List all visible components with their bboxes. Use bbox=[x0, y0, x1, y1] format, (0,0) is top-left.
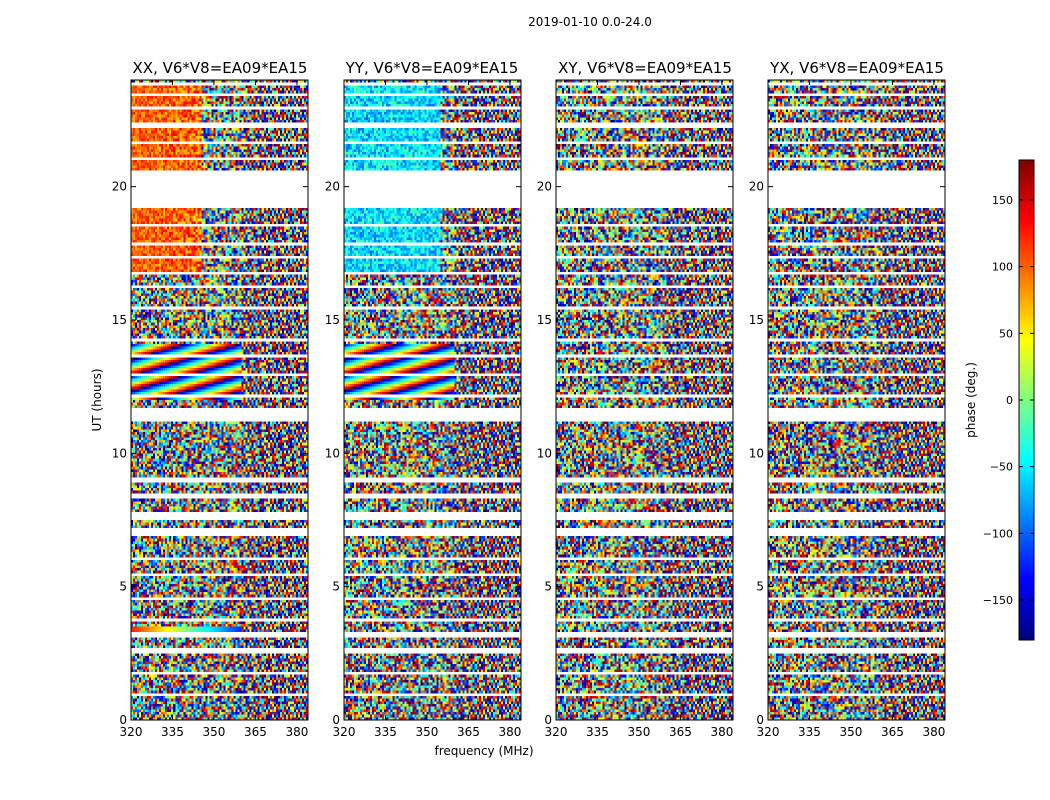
phase-waterfall-image bbox=[344, 80, 521, 720]
x-axis-label: frequency (MHz) bbox=[434, 744, 533, 758]
y-tick-label: 5 bbox=[756, 580, 764, 594]
colorbar-tick-label: 50 bbox=[999, 327, 1013, 340]
panel-yx: YX, V6*V8=EA09*EA15 320 335 350 365 380 0 5 10 1… bbox=[749, 59, 946, 739]
x-tick-label: 365 bbox=[457, 725, 480, 739]
y-tick-label: 15 bbox=[749, 313, 764, 327]
y-tick-label: 15 bbox=[325, 313, 340, 327]
y-axis-label: UT (hours) bbox=[90, 368, 104, 431]
x-tick-label: 335 bbox=[798, 725, 821, 739]
y-tick-label: 15 bbox=[112, 313, 127, 327]
x-tick-label: 320 bbox=[757, 725, 780, 739]
y-tick-label: 10 bbox=[749, 446, 764, 460]
panel-yy: YY, V6*V8=EA09*EA15 320 335 350 365 380 0 5 10 1… bbox=[325, 59, 522, 739]
x-tick-label: 350 bbox=[840, 725, 863, 739]
y-tick-label: 0 bbox=[544, 713, 552, 727]
x-tick-label: 350 bbox=[628, 725, 651, 739]
x-tick-label: 380 bbox=[922, 725, 945, 739]
panel-xy: XY, V6*V8=EA09*EA15 320 335 350 365 380 0 5 10 1… bbox=[537, 59, 734, 739]
y-tick-label: 5 bbox=[119, 580, 127, 594]
colorbar-tick-label: 0 bbox=[1006, 394, 1013, 407]
panel-frame bbox=[767, 79, 946, 721]
colorbar-label: phase (deg.) bbox=[964, 362, 978, 438]
y-tick-label: 15 bbox=[537, 313, 552, 327]
panel-title-xy: XY, V6*V8=EA09*EA15 bbox=[558, 59, 732, 77]
x-tick-label: 350 bbox=[416, 725, 439, 739]
y-tick-label: 0 bbox=[332, 713, 340, 727]
y-tick-label: 5 bbox=[544, 580, 552, 594]
panel-frame bbox=[555, 79, 734, 721]
panel-frame bbox=[130, 79, 309, 721]
y-tick-label: 20 bbox=[537, 180, 552, 194]
colorbar-tick-label: −150 bbox=[983, 594, 1013, 607]
y-tick-label: 20 bbox=[749, 180, 764, 194]
panel-frame bbox=[343, 79, 522, 721]
x-tick-label: 365 bbox=[881, 725, 904, 739]
x-tick-label: 365 bbox=[669, 725, 692, 739]
x-tick-label: 365 bbox=[244, 725, 267, 739]
panel-xx: XX, V6*V8=EA09*EA15 320 335 350 365 380 0 5 10 1… bbox=[112, 59, 309, 739]
y-tick-label: 10 bbox=[537, 446, 552, 460]
phase-waterfall-image bbox=[556, 80, 733, 720]
x-tick-label: 320 bbox=[120, 725, 143, 739]
phase-waterfall-image bbox=[131, 80, 308, 720]
colorbar-tick-label: 150 bbox=[992, 194, 1013, 207]
panel-title-yx: YX, V6*V8=EA09*EA15 bbox=[769, 59, 944, 77]
y-tick-label: 20 bbox=[112, 180, 127, 194]
x-tick-label: 350 bbox=[203, 725, 226, 739]
x-tick-label: 320 bbox=[545, 725, 568, 739]
y-tick-label: 5 bbox=[332, 580, 340, 594]
y-tick-label: 0 bbox=[119, 713, 127, 727]
figure-suptitle: 2019-01-10 0.0-24.0 bbox=[528, 15, 652, 29]
x-tick-label: 335 bbox=[161, 725, 184, 739]
y-tick-label: 10 bbox=[325, 446, 340, 460]
colorbar-tick-label: 100 bbox=[992, 261, 1013, 274]
colorbar-tick-label: −50 bbox=[990, 461, 1013, 474]
phase-waterfall-image bbox=[768, 80, 945, 720]
colorbar-tick-label: −100 bbox=[983, 527, 1013, 540]
panel-title-yy: YY, V6*V8=EA09*EA15 bbox=[345, 59, 519, 77]
panel-title-xx: XX, V6*V8=EA09*EA15 bbox=[133, 59, 308, 77]
y-tick-label: 20 bbox=[325, 180, 340, 194]
x-tick-label: 380 bbox=[285, 725, 308, 739]
x-tick-label: 320 bbox=[333, 725, 356, 739]
y-tick-label: 0 bbox=[756, 713, 764, 727]
x-tick-label: 380 bbox=[498, 725, 521, 739]
y-tick-label: 10 bbox=[112, 446, 127, 460]
phase-colorbar: phase (deg.) 150 100 50 0 −50 −100 −150 bbox=[964, 159, 1035, 641]
x-tick-label: 335 bbox=[374, 725, 397, 739]
x-tick-label: 380 bbox=[710, 725, 733, 739]
x-tick-label: 335 bbox=[586, 725, 609, 739]
